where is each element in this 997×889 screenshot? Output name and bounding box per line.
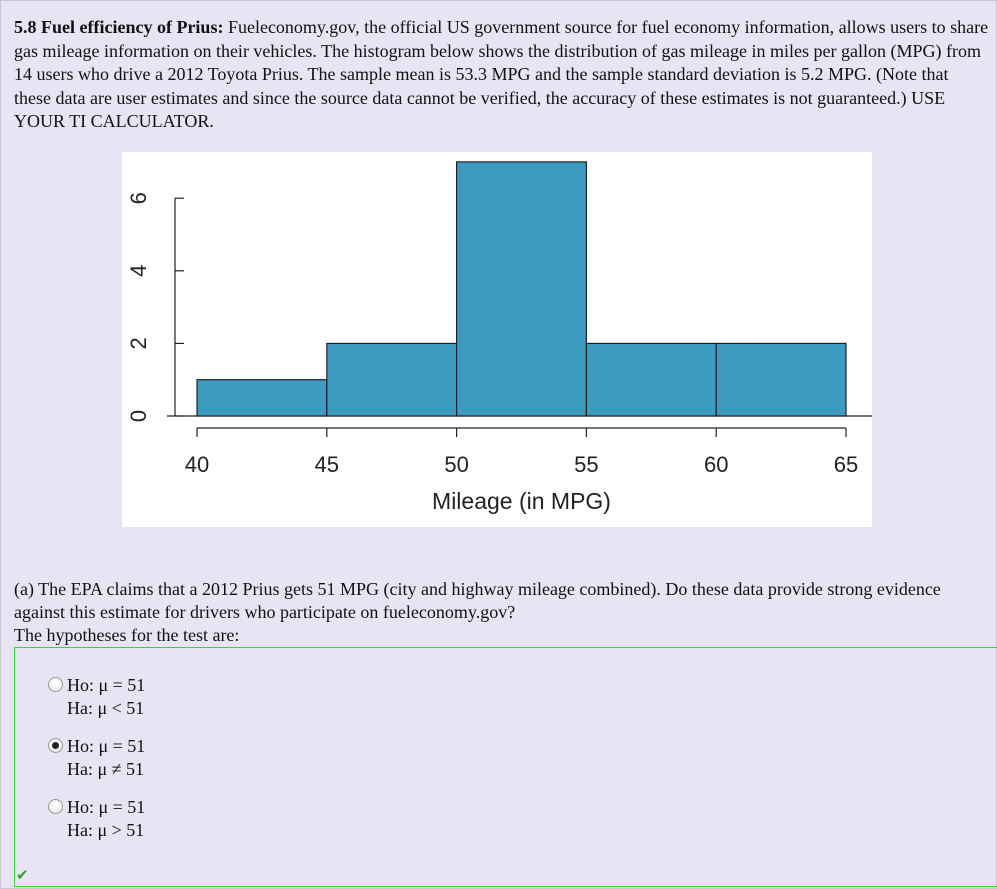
y-tick-label: 2 bbox=[126, 337, 151, 349]
radio-option-1[interactable] bbox=[48, 677, 63, 692]
y-tick-label: 6 bbox=[126, 192, 151, 204]
histogram-bar bbox=[196, 379, 328, 417]
histogram-bar bbox=[326, 342, 458, 417]
question-subtext: The hypotheses for the test are: bbox=[14, 625, 240, 645]
radio-option-3[interactable] bbox=[48, 799, 63, 814]
question-text: (a) The EPA claims that a 2012 Prius get… bbox=[14, 579, 941, 622]
histogram-chart: 0 2 4 6 40 45 50 55 60 65 Mileage (in MPG) bbox=[122, 152, 872, 527]
histogram-bar bbox=[715, 342, 847, 417]
option-2-ha: Ha: μ ≠ 51 bbox=[67, 758, 145, 779]
checkmark-icon: ✔ bbox=[16, 866, 29, 884]
option-2-ho: Ho: μ = 51 bbox=[67, 736, 146, 756]
question-a: (a) The EPA claims that a 2012 Prius get… bbox=[14, 578, 989, 647]
y-tick-label: 0 bbox=[126, 410, 151, 422]
x-tick-label: 45 bbox=[315, 452, 339, 477]
answer-box bbox=[14, 647, 997, 887]
option-3-ho: Ho: μ = 51 bbox=[67, 797, 146, 817]
option-3-ha: Ha: μ > 51 bbox=[67, 819, 145, 840]
problem-statement: 5.8 Fuel efficiency of Prius: Fueleconom… bbox=[14, 16, 989, 134]
x-tick-label: 65 bbox=[834, 452, 858, 477]
x-tick-label: 50 bbox=[444, 452, 468, 477]
histogram-svg: 0 2 4 6 40 45 50 55 60 65 Mileage (in MPG) bbox=[126, 161, 872, 514]
problem-body: Fueleconomy.gov, the official US governm… bbox=[14, 17, 989, 131]
x-tick-label: 40 bbox=[185, 452, 209, 477]
radio-option-2[interactable] bbox=[48, 738, 63, 753]
option-1-ho: Ho: μ = 51 bbox=[67, 675, 146, 695]
problem-title: 5.8 Fuel efficiency of Prius: bbox=[14, 17, 224, 37]
option-1-ha: Ha: μ < 51 bbox=[67, 697, 145, 718]
x-tick-label: 60 bbox=[704, 452, 728, 477]
y-tick-label: 4 bbox=[126, 265, 151, 277]
histogram-bar bbox=[456, 161, 588, 417]
x-axis-label: Mileage (in MPG) bbox=[432, 488, 611, 514]
x-tick-label: 55 bbox=[574, 452, 598, 477]
histogram-bar bbox=[585, 342, 717, 417]
